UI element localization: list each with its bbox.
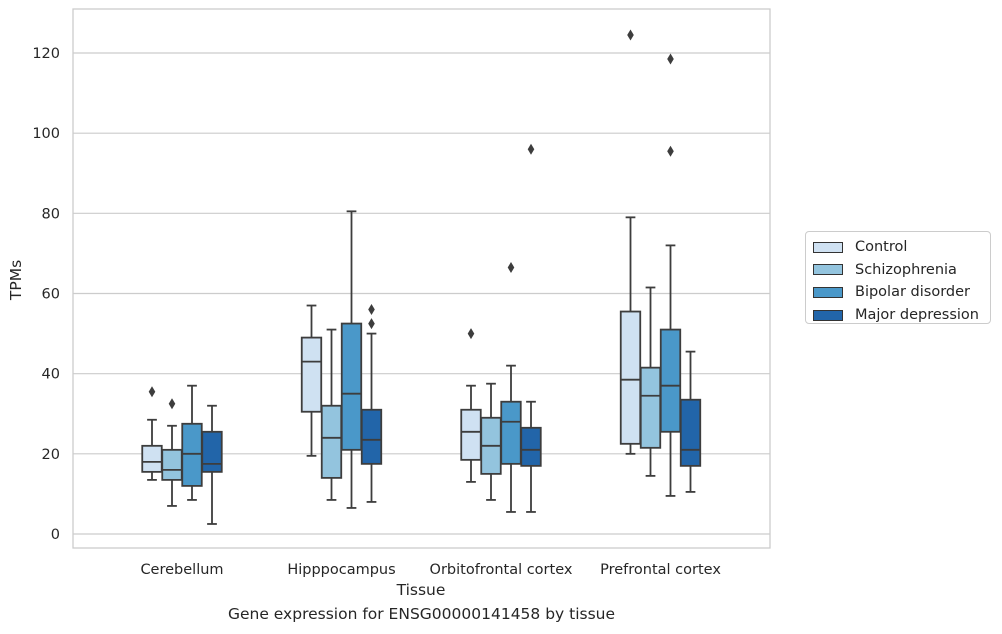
box-major-depression bbox=[520, 143, 542, 513]
iqr-box bbox=[141, 444, 163, 473]
box-bipolar-disorder bbox=[659, 53, 682, 497]
x-tick-label: Prefrontal cortex bbox=[600, 562, 721, 578]
legend-swatch-major-depression bbox=[813, 309, 843, 321]
box-schizophrenia bbox=[320, 328, 343, 501]
iqr-box bbox=[619, 310, 642, 445]
iqr-box bbox=[161, 448, 183, 481]
figure-caption: Gene expression for ENSG00000141458 by t… bbox=[227, 605, 616, 623]
legend-item-schizophrenia: Schizophrenia bbox=[813, 259, 990, 282]
box-control bbox=[141, 386, 163, 481]
legend-label-schizophrenia: Schizophrenia bbox=[855, 261, 957, 278]
y-tick-label: 80 bbox=[42, 206, 60, 222]
box-major-depression bbox=[679, 350, 702, 493]
iqr-box bbox=[520, 426, 542, 467]
x-tick-label: Hipppocampus bbox=[287, 562, 395, 578]
outlier-point bbox=[507, 261, 515, 273]
y-tick-label: 20 bbox=[42, 447, 60, 463]
legend-label-bipolar-disorder: Bipolar disorder bbox=[855, 284, 970, 301]
legend-item-control: Control bbox=[813, 236, 990, 259]
box-control bbox=[619, 29, 642, 455]
iqr-box bbox=[201, 430, 223, 473]
iqr-box bbox=[300, 336, 323, 413]
box-control bbox=[460, 328, 482, 483]
y-tick-label: 100 bbox=[32, 126, 60, 142]
y-tick-label: 60 bbox=[42, 287, 60, 303]
legend-swatch-control bbox=[813, 241, 843, 253]
outlier-point bbox=[627, 29, 634, 41]
legend-label-control: Control bbox=[855, 239, 908, 256]
y-tick-labels: 0 20 40 60 80 100 120 bbox=[32, 46, 60, 543]
box-schizophrenia bbox=[480, 382, 502, 501]
iqr-box bbox=[639, 366, 662, 449]
iqr-box bbox=[340, 322, 363, 451]
box-plot-series bbox=[141, 29, 702, 525]
legend-item-bipolar-disorder: Bipolar disorder bbox=[813, 281, 990, 304]
box-bipolar-disorder bbox=[340, 210, 363, 509]
x-tick-label: Orbitofrontal cortex bbox=[430, 562, 573, 578]
legend-label-major-depression: Major depression bbox=[855, 307, 979, 324]
plot-frame bbox=[72, 8, 771, 549]
y-axis-label: TPMs bbox=[7, 260, 25, 301]
box-bipolar-disorder bbox=[181, 384, 203, 501]
y-tick-label: 0 bbox=[51, 527, 60, 543]
x-axis-label: Tissue bbox=[396, 581, 446, 599]
legend-item-major-depression: Major depression bbox=[813, 304, 990, 327]
box-major-depression bbox=[360, 304, 383, 503]
box-schizophrenia bbox=[161, 398, 183, 507]
iqr-box bbox=[181, 422, 203, 487]
box-schizophrenia bbox=[639, 286, 662, 477]
box-bipolar-disorder bbox=[500, 261, 522, 513]
box-major-depression bbox=[201, 404, 223, 525]
outlier-point bbox=[467, 328, 475, 340]
y-tick-label: 40 bbox=[42, 367, 60, 383]
iqr-box bbox=[659, 328, 682, 433]
box-control bbox=[300, 304, 323, 457]
x-tick-labels: Cerebellum Hipppocampus Orbitofrontal cort… bbox=[140, 562, 721, 578]
y-tick-label: 120 bbox=[32, 46, 60, 62]
legend: Control Schizophrenia Bipolar disorder M… bbox=[805, 231, 991, 324]
outlier-point bbox=[667, 145, 674, 157]
iqr-box bbox=[679, 398, 702, 467]
outlier-point bbox=[168, 398, 176, 410]
outlier-point bbox=[148, 386, 156, 398]
outlier-point bbox=[527, 143, 535, 155]
outlier-point bbox=[368, 304, 375, 316]
iqr-box bbox=[500, 400, 522, 465]
outlier-point bbox=[667, 53, 674, 65]
x-tick-label: Cerebellum bbox=[140, 562, 223, 578]
legend-swatch-bipolar-disorder bbox=[813, 286, 843, 298]
legend-swatch-schizophrenia bbox=[813, 264, 843, 276]
outlier-point bbox=[368, 318, 375, 330]
iqr-box bbox=[360, 408, 383, 465]
iqr-box bbox=[460, 408, 482, 461]
iqr-box bbox=[320, 404, 343, 479]
